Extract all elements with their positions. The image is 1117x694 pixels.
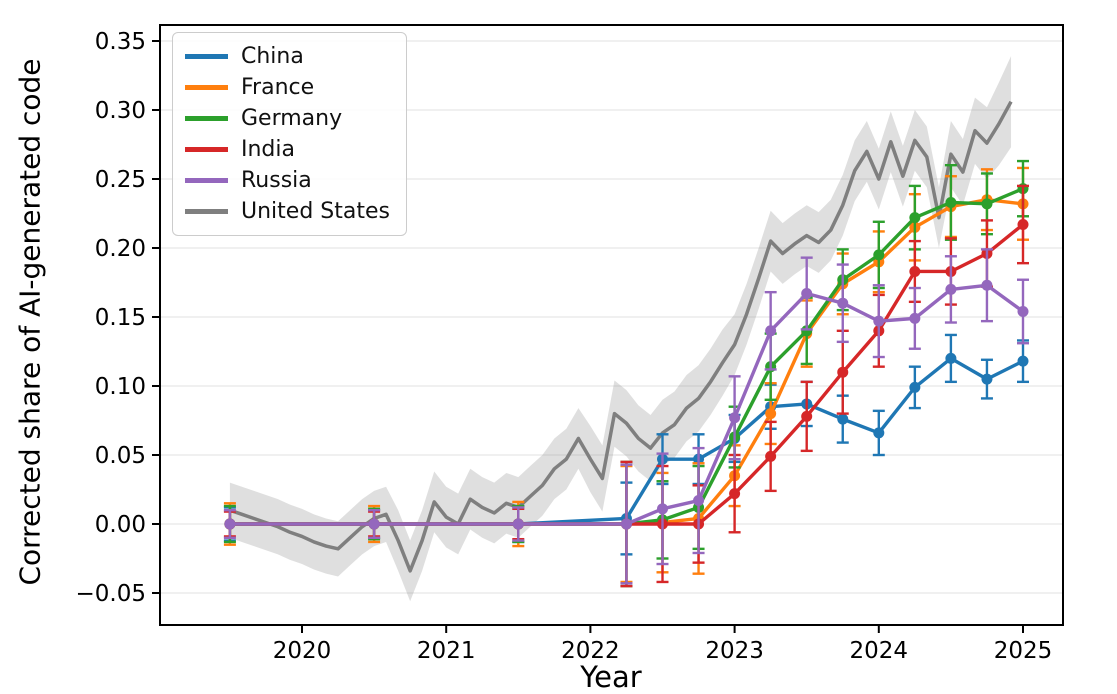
data-point-india xyxy=(765,450,777,462)
data-point-russia xyxy=(1017,305,1029,317)
data-point-russia xyxy=(657,503,668,515)
data-point-russia xyxy=(512,518,524,530)
data-point-russia xyxy=(765,325,777,337)
data-point-india xyxy=(1017,219,1029,231)
legend-item-russia: Russia xyxy=(185,165,390,196)
x-tick-label: 2021 xyxy=(417,638,476,664)
legend-item-france: France xyxy=(185,72,390,103)
data-point-germany xyxy=(801,325,813,337)
y-tick-label: 0.30 xyxy=(95,98,146,124)
x-tick-label: 2024 xyxy=(850,638,909,664)
legend-item-label: United States xyxy=(241,198,390,224)
legend-item-label: China xyxy=(241,43,304,69)
data-point-russia xyxy=(620,518,632,530)
legend-item-china: China xyxy=(185,41,390,72)
y-tick-label: 0.20 xyxy=(95,236,146,262)
data-point-india xyxy=(837,366,849,378)
x-tick-label: 2022 xyxy=(561,638,620,664)
y-tick-label: −0.05 xyxy=(76,581,146,607)
y-tick-label: 0.25 xyxy=(95,167,146,193)
data-point-russia xyxy=(693,495,705,507)
data-point-russia xyxy=(873,315,885,327)
data-point-russia xyxy=(801,288,813,300)
y-tick-label: 0.00 xyxy=(95,512,146,538)
data-point-germany xyxy=(873,249,885,261)
legend-item-label: Russia xyxy=(241,167,312,193)
x-tick-label: 2025 xyxy=(994,638,1053,664)
data-point-russia xyxy=(981,279,993,291)
data-point-russia xyxy=(368,518,380,530)
legend-item-label: France xyxy=(241,74,315,100)
data-point-india xyxy=(729,488,741,500)
legend-item-united-states: United States xyxy=(185,196,390,227)
x-tick-label: 2023 xyxy=(705,638,764,664)
plot-frame xyxy=(159,24,1064,626)
y-tick-label: 0.35 xyxy=(95,29,146,55)
legend-item-label: Germany xyxy=(241,105,343,131)
data-point-russia xyxy=(729,412,741,424)
legend-line-swatch xyxy=(185,116,228,121)
legend-item-germany: Germany xyxy=(185,103,390,134)
y-axis-label: Corrected share of AI-generated code xyxy=(13,58,47,586)
data-point-russia xyxy=(224,518,236,530)
data-point-china xyxy=(873,427,885,439)
data-point-russia xyxy=(945,283,957,295)
data-point-china xyxy=(945,352,957,364)
data-point-france xyxy=(765,408,777,420)
legend-item-label: India xyxy=(241,136,295,162)
confidence-band-united-states xyxy=(229,56,1012,602)
data-point-germany xyxy=(945,196,957,208)
legend-line-swatch xyxy=(185,209,228,214)
legend-item-india: India xyxy=(185,134,390,165)
legend-line-swatch xyxy=(185,85,228,90)
legend: China France Germany India Russia United Stat… xyxy=(172,32,407,236)
data-point-russia xyxy=(909,312,921,324)
data-point-china xyxy=(909,381,921,393)
data-point-india xyxy=(909,265,921,277)
data-point-india xyxy=(801,410,813,422)
x-tick-label: 2020 xyxy=(273,638,332,664)
series-line-united-states xyxy=(229,100,1013,573)
data-point-germany xyxy=(981,198,993,210)
legend-line-swatch xyxy=(185,54,228,59)
data-point-china xyxy=(837,413,849,425)
y-tick-label: 0.15 xyxy=(95,305,146,331)
data-point-russia xyxy=(837,297,849,309)
x-axis-label: Year xyxy=(580,660,642,694)
data-point-china xyxy=(1017,355,1029,367)
y-tick-label: 0.05 xyxy=(95,443,146,469)
data-point-germany xyxy=(909,212,921,224)
legend-line-swatch xyxy=(185,147,228,152)
legend-line-swatch xyxy=(185,178,228,183)
y-tick-label: 0.10 xyxy=(95,374,146,400)
data-point-china xyxy=(981,373,993,385)
